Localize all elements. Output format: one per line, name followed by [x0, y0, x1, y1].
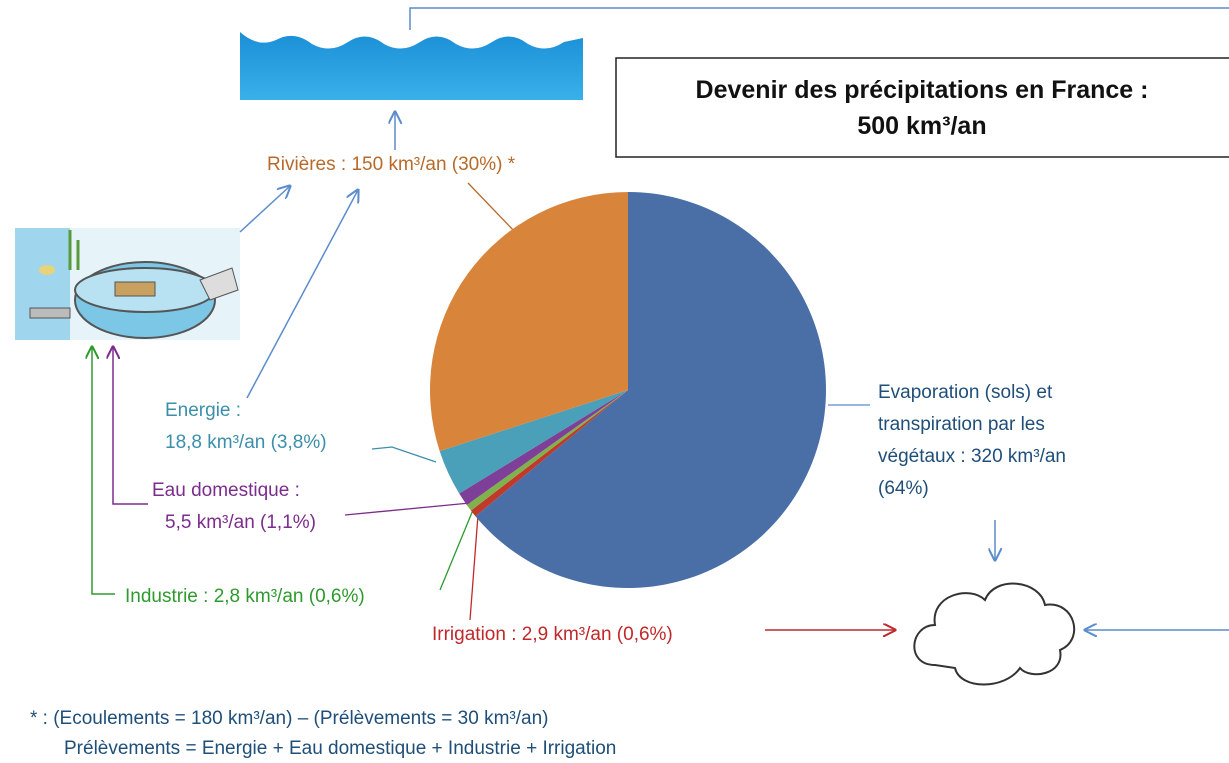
- slice-label: transpiration par les: [878, 414, 1045, 435]
- slice-label: Eau domestique :: [152, 480, 300, 501]
- return-line: [410, 8, 1229, 30]
- footnote: Prélèvements = Energie + Eau domestique …: [64, 738, 616, 759]
- slice-label: 18,8 km³/an (3,8%): [165, 432, 327, 453]
- title-line: Devenir des précipitations en France :: [696, 76, 1149, 104]
- title-box: [616, 58, 1229, 157]
- slice-label: (64%): [878, 478, 929, 499]
- slice-label: 5,5 km³/an (1,1%): [165, 512, 316, 533]
- slice-label: Rivières : 150 km³/an (30%) *: [267, 154, 516, 175]
- plant-icon: [15, 228, 240, 340]
- slice-label: Irrigation : 2,9 km³/an (0,6%): [432, 624, 673, 645]
- slice-label: Energie :: [165, 400, 241, 421]
- footnote: * : (Ecoulements = 180 km³/an) – (Prélèv…: [30, 708, 549, 729]
- slice-label: végétaux : 320 km³/an: [878, 446, 1066, 467]
- cloud-icon: [914, 584, 1074, 685]
- water-icon: [240, 30, 583, 100]
- slice-label: Evaporation (sols) et: [878, 382, 1053, 403]
- infographic: Devenir des précipitations en France : 5…: [0, 0, 1229, 763]
- title-line: 500 km³/an: [857, 112, 986, 140]
- slice-label: Industrie : 2,8 km³/an (0,6%): [125, 586, 365, 607]
